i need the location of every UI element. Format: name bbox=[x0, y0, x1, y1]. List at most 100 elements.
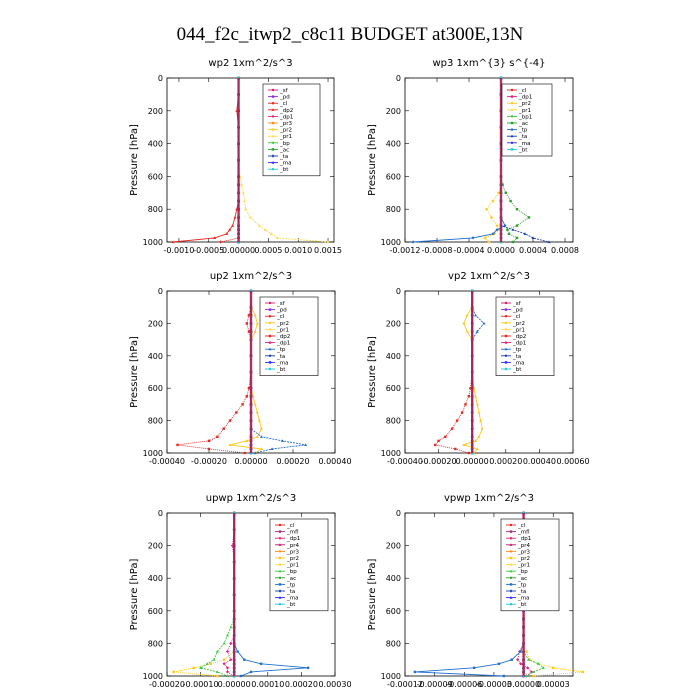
x-tick-label: 0.00000 bbox=[222, 246, 255, 255]
data-point bbox=[306, 666, 310, 670]
legend-marker bbox=[504, 361, 508, 364]
data-point bbox=[216, 435, 219, 438]
legend-marker bbox=[504, 314, 508, 318]
data-point bbox=[225, 670, 230, 674]
data-point bbox=[489, 215, 493, 219]
y-tick-label: 400 bbox=[148, 574, 163, 583]
series_pr2 bbox=[228, 289, 263, 455]
legend-label: _tp bbox=[512, 347, 522, 353]
legend-marker bbox=[268, 301, 272, 305]
data-point bbox=[497, 662, 501, 665]
data-point bbox=[506, 228, 509, 231]
legend-marker bbox=[504, 347, 508, 351]
legend-label: _ta bbox=[286, 589, 295, 595]
legend-label: _tp bbox=[286, 582, 296, 588]
x-tick-label: -0.00009 bbox=[417, 680, 453, 689]
legend-label: _pd bbox=[279, 95, 290, 101]
legend-label: _ma bbox=[279, 161, 291, 167]
legend-marker bbox=[510, 148, 514, 151]
data-point bbox=[240, 183, 244, 186]
legend-label: _pr2 bbox=[276, 321, 289, 327]
y-tick-label: 600 bbox=[148, 384, 163, 393]
legend-box bbox=[501, 83, 553, 157]
legend-marker bbox=[510, 101, 514, 105]
y-tick-label: 1000 bbox=[381, 672, 401, 681]
panel-title: vpwp 1xm^2/s^3 bbox=[444, 493, 534, 504]
legend-marker bbox=[510, 141, 514, 144]
y-tick-label: 600 bbox=[148, 172, 163, 181]
legend-label: _cl bbox=[279, 101, 288, 107]
legend-label: _pr2 bbox=[518, 101, 531, 107]
y-tick-label: 600 bbox=[386, 172, 401, 181]
data-point bbox=[475, 447, 479, 451]
x-tick-label: 0.0000 bbox=[487, 246, 515, 255]
data-point bbox=[228, 443, 232, 446]
y-tick-label: 400 bbox=[148, 140, 163, 149]
data-point bbox=[260, 427, 263, 430]
legend-marker bbox=[509, 536, 513, 540]
legend-marker bbox=[268, 308, 272, 311]
legend-marker bbox=[268, 354, 272, 357]
data-point bbox=[552, 666, 555, 670]
legend-marker bbox=[504, 367, 508, 371]
data-point bbox=[511, 240, 515, 244]
data-point bbox=[241, 403, 244, 406]
x-tick-label: 0.00020 bbox=[489, 457, 522, 466]
legend-marker bbox=[271, 168, 275, 171]
y-tick-label: 200 bbox=[148, 319, 163, 328]
data-point bbox=[249, 670, 253, 674]
y-tick-label: 400 bbox=[386, 574, 401, 583]
data-point bbox=[229, 625, 233, 629]
data-point bbox=[444, 435, 447, 438]
legend-label: _pr3 bbox=[279, 121, 293, 127]
panel-title: up2 1xm^2/s^3 bbox=[210, 271, 292, 282]
data-point bbox=[581, 670, 585, 674]
legend-label: _bt bbox=[517, 602, 527, 608]
data-point bbox=[519, 650, 522, 653]
data-point bbox=[209, 662, 212, 665]
x-tick-label: 0.00000 bbox=[218, 680, 251, 689]
data-point bbox=[281, 439, 284, 442]
legend-marker bbox=[271, 115, 275, 118]
legend-marker bbox=[278, 569, 282, 573]
data-point bbox=[525, 666, 530, 670]
x-tick-label: -0.00020 bbox=[149, 680, 185, 689]
legend-label: _pr2 bbox=[512, 321, 525, 327]
legend-marker bbox=[510, 121, 514, 125]
data-point bbox=[460, 411, 464, 414]
legend-marker bbox=[268, 361, 272, 364]
legend-label: _ac bbox=[517, 576, 527, 582]
x-tick-label: 0.00040 bbox=[523, 457, 556, 466]
data-point bbox=[207, 439, 211, 443]
data-point bbox=[525, 674, 529, 678]
legend-marker bbox=[278, 550, 282, 553]
legend-marker bbox=[504, 308, 508, 311]
data-point bbox=[491, 232, 495, 236]
legend-marker bbox=[271, 101, 275, 105]
data-point bbox=[259, 662, 263, 665]
y-tick-label: 200 bbox=[386, 542, 401, 551]
legend-marker bbox=[278, 543, 282, 546]
legend-marker bbox=[271, 141, 275, 144]
data-point bbox=[225, 666, 230, 670]
data-point bbox=[519, 662, 523, 666]
data-point bbox=[222, 662, 226, 666]
data-point bbox=[450, 427, 454, 430]
legend-label: _pr1 bbox=[276, 327, 289, 333]
x-tick-label: 0.00000 bbox=[456, 457, 489, 466]
legend-label: _pr2 bbox=[279, 128, 292, 134]
y-tick-label: 200 bbox=[148, 107, 163, 116]
data-point bbox=[510, 658, 513, 661]
legend-marker bbox=[278, 576, 282, 579]
data-point bbox=[207, 447, 211, 451]
legend-marker bbox=[268, 367, 272, 371]
legend-label: _pd bbox=[512, 308, 523, 314]
y-tick-label: 800 bbox=[148, 205, 163, 214]
x-tick-label: 0.00040 bbox=[318, 457, 351, 466]
x-tick-label: -0.00006 bbox=[446, 680, 482, 689]
legend-marker bbox=[504, 354, 508, 357]
legend-label: _cl bbox=[518, 88, 527, 94]
legend-marker bbox=[278, 596, 282, 599]
legend: _cl_dp1_pr2_pr1_bp1_ac_tp_ta_ma_bt bbox=[501, 83, 553, 157]
legend-marker bbox=[510, 128, 514, 132]
